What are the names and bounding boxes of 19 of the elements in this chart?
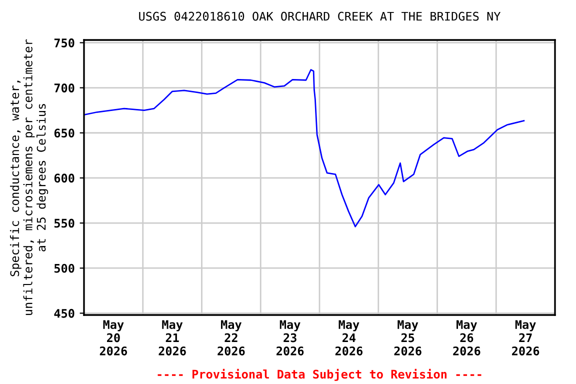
line-series (84, 69, 525, 228)
x-tick-label: May 22 2026 (218, 320, 245, 356)
y-tick-label: 600 (54, 174, 74, 183)
chart-title: USGS 0422018610 OAK ORCHARD CREEK AT THE BRIDGES NY (139, 12, 501, 21)
y-tick-label: 500 (54, 264, 74, 273)
x-tick-label: May 24 2026 (335, 320, 363, 356)
x-tick-label: May 25 2026 (394, 320, 422, 356)
y-tick-label: 700 (54, 84, 74, 92)
x-tick-label: May 21 2026 (158, 320, 186, 356)
x-tick-label: May 20 2026 (100, 320, 128, 356)
y-tick-label: 650 (54, 128, 74, 138)
y-axis-title: Specific conductance, water, unfiltered, microsiemens per centimeter at 25 degrees Celsius (10, 39, 48, 315)
text: ---- Provisional Data Subject to Revision ---- (158, 368, 482, 381)
x-tick-label: May 27 2026 (512, 320, 540, 356)
y-tick-label: 550 (54, 218, 74, 228)
y-tick-label: 450 (54, 308, 74, 318)
x-tick-label: May 26 2026 (453, 320, 480, 356)
y-tick-label: 750 (54, 38, 74, 48)
x-tick-label: May 23 2026 (276, 320, 304, 356)
